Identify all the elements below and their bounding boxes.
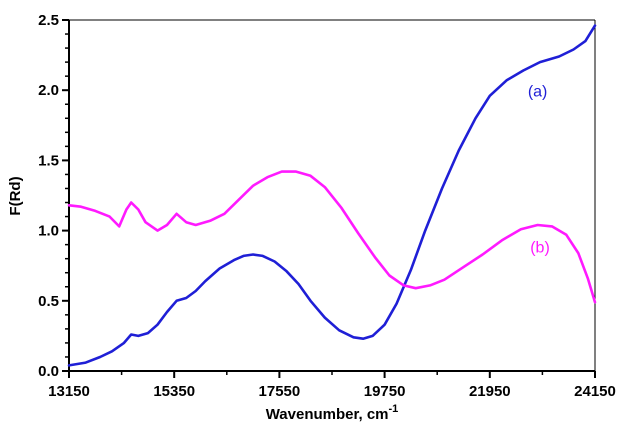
x-axis-title: Wavenumber, cm-1 [266, 403, 399, 423]
series-line-a [67, 24, 597, 367]
x-tick-label: 15350 [153, 383, 195, 400]
y-tick-label: 1.5 [38, 152, 59, 169]
y-axis-title: F(Rd) [7, 176, 24, 215]
axis-tick-labels: 13150 15350 17550 19750 21950 24150 0.0 0.5 1.0 1… [38, 12, 616, 400]
series-labels: (a) (b) [528, 84, 550, 257]
x-axis-title-text: Wavenumber, cm [266, 406, 389, 423]
x-tick-label: 21950 [469, 383, 511, 400]
y-tick-label: 0.0 [38, 363, 59, 380]
series-label-a: (a) [528, 84, 548, 101]
y-tick-label: 0.5 [38, 293, 59, 310]
x-tick-label: 24150 [574, 383, 616, 400]
x-tick-label: 17550 [259, 383, 301, 400]
y-tick-label: 1.0 [38, 223, 59, 240]
series-line-b [67, 170, 597, 304]
y-tick-label: 2.5 [38, 12, 59, 29]
series-lines [67, 24, 597, 367]
x-tick-label: 19750 [364, 383, 406, 400]
series-label-b: (b) [530, 239, 550, 256]
x-axis-title-superscript: -1 [389, 403, 399, 415]
axis-ticks [62, 19, 596, 378]
y-tick-label: 2.0 [38, 82, 59, 99]
x-tick-label: 13150 [48, 383, 90, 400]
